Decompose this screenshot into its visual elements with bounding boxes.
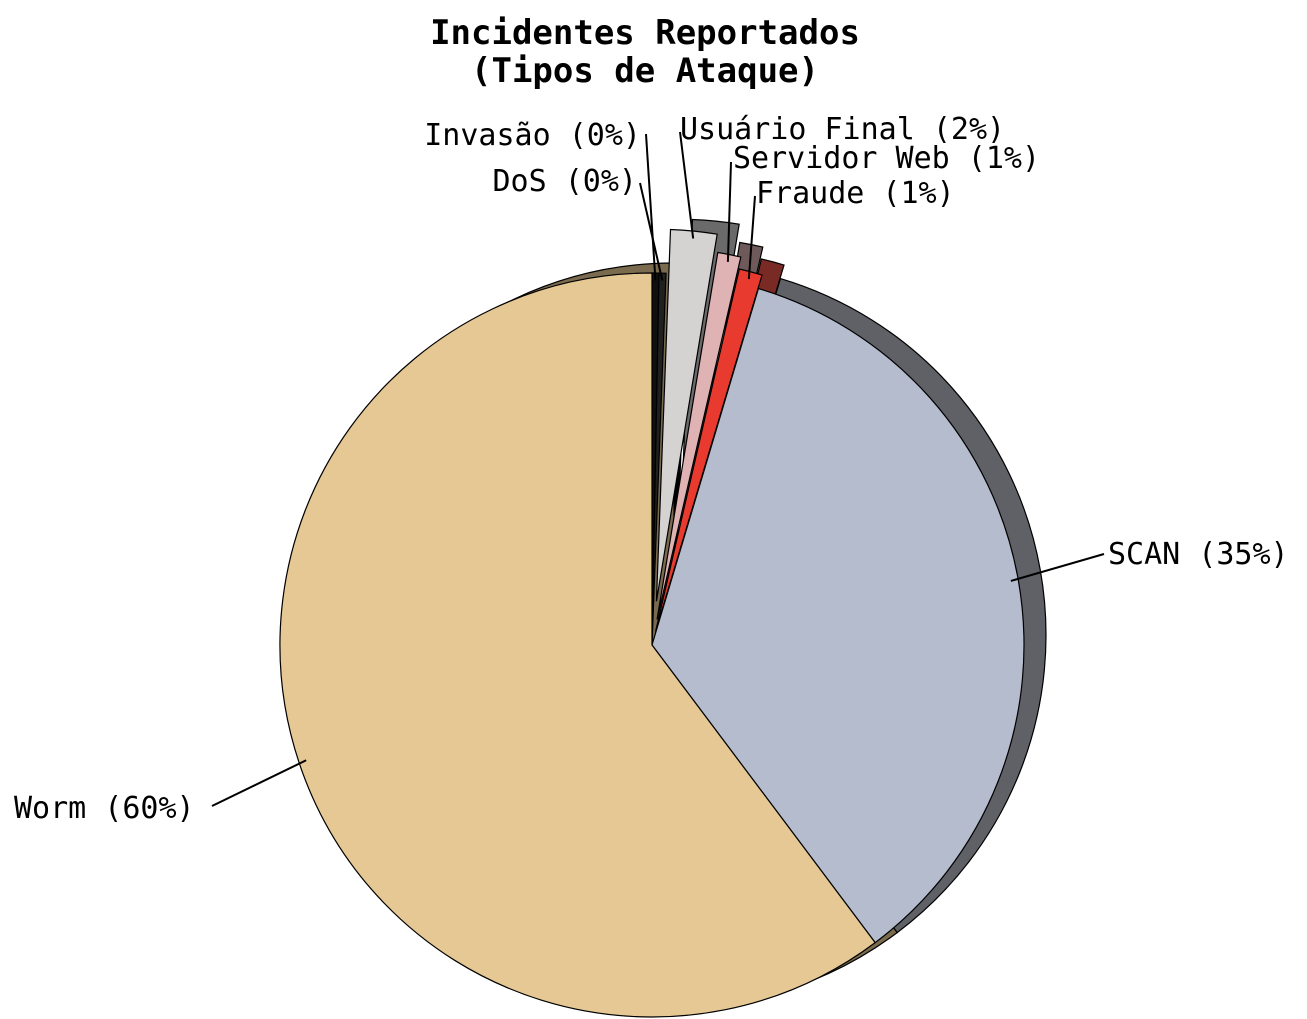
leader-line-servidor-web: [726, 161, 732, 262]
pie-slice-layer: [279, 228, 1025, 1018]
leader-line-worm: [211, 759, 307, 807]
leader-line-scan: [1010, 553, 1105, 582]
chart-subtitle: (Tipos de Ataque): [471, 51, 819, 91]
slice-usu-rio-final: [655, 228, 718, 602]
pie-label-layer: Worm (60%) SCAN (35%) Fraude (1%)Servidor …: [14, 112, 1289, 826]
slice-fraude: [654, 268, 763, 632]
slice-label-servidor-web: Servidor Web (1%): [733, 141, 1040, 176]
slice-label-usu-rio-final: Usuário Final (2%): [680, 112, 1005, 147]
leader-line-invas-o: [645, 133, 657, 281]
chart-title: Incidentes Reportados: [430, 13, 860, 53]
slice-label-scan: SCAN (35%): [1108, 537, 1289, 572]
slice-label-dos: DoS (0%): [493, 164, 638, 199]
slice-label-invas-o: Invasão (0%): [424, 118, 641, 153]
slice-label-worm: Worm (60%): [14, 791, 195, 826]
leader-line-usu-rio-final: [679, 131, 695, 239]
slice-label-fraude: Fraude (1%): [756, 176, 955, 211]
leader-line-fraude: [747, 195, 756, 280]
slice-servidor-web: [656, 251, 742, 620]
slice-dos: [651, 272, 667, 646]
leader-line-dos: [639, 182, 664, 281]
